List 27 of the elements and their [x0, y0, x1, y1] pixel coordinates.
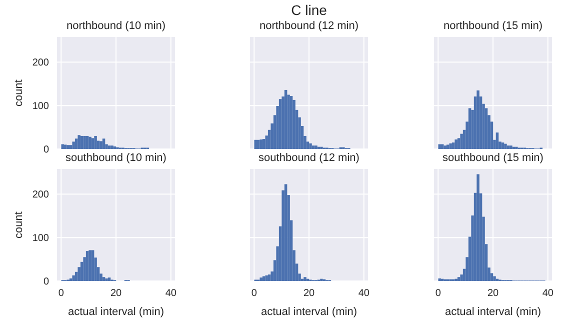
y-tick-label: 0	[43, 276, 50, 288]
x-tick-label: 0	[251, 288, 258, 300]
x-tick-label: 0	[435, 288, 442, 300]
y-tick-label: 0	[43, 144, 50, 156]
y-tick-label: 100	[32, 101, 50, 112]
x-tick-label: 0	[58, 288, 64, 300]
y-tick-label: 100	[32, 233, 50, 244]
chart-title: northbound (12 min)	[258, 20, 360, 32]
chart-title: southbound (15 min)	[442, 152, 544, 164]
x-tick-label: 20	[303, 288, 315, 300]
x-axis-title: actual interval (min)	[445, 306, 541, 318]
x-tick-label: 20	[487, 288, 499, 300]
y-axis-title: count	[12, 212, 25, 238]
x-axis-title: actual interval (min)	[261, 306, 357, 318]
chart-title: northbound (10 min)	[65, 20, 167, 32]
x-tick-label: 20	[110, 288, 122, 300]
x-axis-title: actual interval (min)	[68, 306, 164, 318]
x-tick-label: 40	[542, 288, 554, 300]
x-tick-label: 40	[165, 288, 177, 300]
y-tick-label: 200	[32, 58, 50, 69]
chart-title: northbound (15 min)	[442, 20, 544, 32]
x-tick-label: 40	[358, 288, 370, 300]
y-axis-title: count	[12, 80, 25, 106]
text: C line	[290, 2, 328, 18]
y-tick-label: 200	[32, 190, 50, 201]
chart-title: southbound (12 min)	[258, 152, 360, 164]
chart-title: southbound (10 min)	[66, 152, 166, 164]
